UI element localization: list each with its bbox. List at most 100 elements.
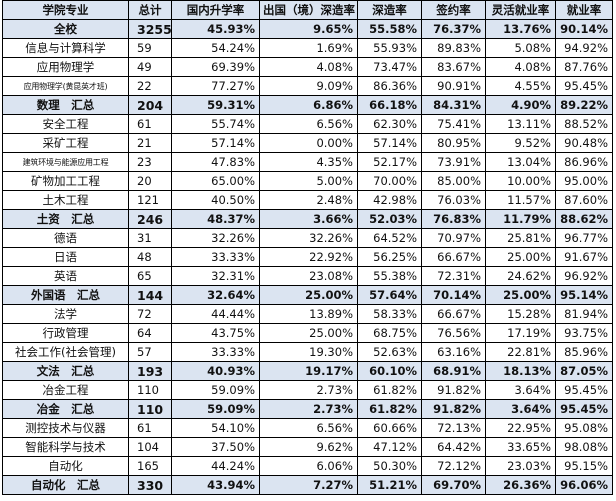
cell-major: 土资 汇总 (2, 209, 129, 229)
cell-major: 安全工程 (2, 114, 129, 134)
cell-total: 110 (128, 399, 172, 419)
cell-signed-rate: 72.31% (421, 266, 486, 286)
cell-further-study-rate: 57.64% (357, 285, 422, 305)
cell-flexible-rate: 11.79% (485, 209, 556, 229)
cell-domestic-rate: 43.75% (171, 323, 260, 343)
cell-abroad-rate: 2.73% (259, 399, 358, 419)
cell-total: 165 (128, 456, 172, 476)
cell-flexible-rate: 9.52% (485, 133, 556, 153)
cell-abroad-rate: 19.30% (259, 342, 358, 362)
table-header: 学院专业 总计 国内升学率 出国（境）深造率 深造率 签约率 灵活就业率 就业率 (2, 0, 613, 20)
cell-flexible-rate: 5.08% (485, 38, 556, 58)
cell-domestic-rate: 59.09% (171, 399, 260, 419)
cell-employment-rate: 95.45% (555, 76, 613, 96)
cell-major: 测控技术与仪器 (2, 418, 129, 438)
cell-further-study-rate: 62.30% (357, 114, 422, 134)
cell-abroad-rate: 9.62% (259, 437, 358, 457)
cell-abroad-rate: 32.26% (259, 228, 358, 248)
table-row: 安全工程 61 55.74% 6.56% 62.30% 75.41% 13.11% 88.52… (2, 114, 613, 134)
cell-flexible-rate: 4.55% (485, 76, 556, 96)
cell-employment-rate: 91.67% (555, 247, 613, 267)
cell-abroad-rate: 19.17% (259, 361, 358, 381)
header-total: 总计 (128, 0, 172, 20)
cell-flexible-rate: 33.65% (485, 437, 556, 457)
cell-abroad-rate: 3.66% (259, 209, 358, 229)
table-row: 智能科学与技术 104 37.50% 9.62% 47.12% 64.42% 33.65% 9… (2, 437, 613, 457)
cell-major: 土木工程 (2, 190, 129, 210)
cell-signed-rate: 73.91% (421, 152, 486, 172)
cell-further-study-rate: 52.63% (357, 342, 422, 362)
cell-total: 72 (128, 304, 172, 324)
cell-abroad-rate: 23.08% (259, 266, 358, 286)
header-domestic-rate: 国内升学率 (171, 0, 260, 20)
cell-total: 59 (128, 38, 172, 58)
header-row: 学院专业 总计 国内升学率 出国（境）深造率 深造率 签约率 灵活就业率 就业率 (2, 0, 613, 20)
cell-employment-rate: 96.92% (555, 266, 613, 286)
cell-total: 23 (128, 152, 172, 172)
cell-signed-rate: 70.14% (421, 285, 486, 305)
cell-employment-rate: 95.00% (555, 171, 613, 191)
cell-employment-rate: 95.14% (555, 285, 613, 305)
cell-signed-rate: 80.95% (421, 133, 486, 153)
cell-signed-rate: 76.56% (421, 323, 486, 343)
cell-domestic-rate: 57.14% (171, 133, 260, 153)
cell-further-study-rate: 73.47% (357, 57, 422, 77)
cell-domestic-rate: 37.50% (171, 437, 260, 457)
table-row: 自动化 165 44.24% 6.06% 50.30% 72.12% 23.03% 95.15… (2, 456, 613, 476)
cell-signed-rate: 83.67% (421, 57, 486, 77)
cell-employment-rate: 86.96% (555, 152, 613, 172)
cell-major: 应用物理学 (2, 57, 129, 77)
cell-flexible-rate: 3.64% (485, 380, 556, 400)
cell-total: 21 (128, 133, 172, 153)
cell-employment-rate: 87.60% (555, 190, 613, 210)
cell-flexible-rate: 3.64% (485, 399, 556, 419)
cell-total: 330 (128, 475, 172, 495)
header-flexible-rate: 灵活就业率 (485, 0, 556, 20)
cell-total: 22 (128, 76, 172, 96)
cell-major: 建筑环境与能源应用工程 (2, 152, 129, 172)
cell-abroad-rate: 13.89% (259, 304, 358, 324)
cell-employment-rate: 87.76% (555, 57, 613, 77)
cell-employment-rate: 95.08% (555, 418, 613, 438)
cell-total: 65 (128, 266, 172, 286)
summary-row: 数理 汇总 204 59.31% 6.86% 66.18% 84.31% 4.90% 89.2… (2, 95, 613, 115)
summary-row: 自动化 汇总 330 43.94% 7.27% 51.21% 69.70% 26.36% 96… (2, 475, 613, 495)
cell-abroad-rate: 1.69% (259, 38, 358, 58)
cell-abroad-rate: 6.56% (259, 114, 358, 134)
cell-flexible-rate: 25.00% (485, 247, 556, 267)
cell-total: 49 (128, 57, 172, 77)
cell-flexible-rate: 22.95% (485, 418, 556, 438)
table-row: 矿物加工工程 20 65.00% 5.00% 70.00% 85.00% 10.00% 95.… (2, 171, 613, 191)
cell-flexible-rate: 25.00% (485, 285, 556, 305)
header-major: 学院专业 (2, 0, 129, 20)
cell-domestic-rate: 54.24% (171, 38, 260, 58)
cell-total: 20 (128, 171, 172, 191)
cell-domestic-rate: 32.64% (171, 285, 260, 305)
summary-row: 全校 3255 45.93% 9.65% 55.58% 76.37% 13.76% 90.14… (2, 19, 613, 39)
cell-total: 48 (128, 247, 172, 267)
cell-flexible-rate: 15.28% (485, 304, 556, 324)
cell-further-study-rate: 47.12% (357, 437, 422, 457)
cell-employment-rate: 90.48% (555, 133, 613, 153)
table-row: 英语 65 32.31% 23.08% 55.38% 72.31% 24.62% 96.92% (2, 266, 613, 286)
cell-domestic-rate: 32.26% (171, 228, 260, 248)
cell-employment-rate: 81.94% (555, 304, 613, 324)
cell-domestic-rate: 77.27% (171, 76, 260, 96)
cell-domestic-rate: 40.50% (171, 190, 260, 210)
cell-major: 法学 (2, 304, 129, 324)
cell-abroad-rate: 0.00% (259, 133, 358, 153)
cell-flexible-rate: 22.81% (485, 342, 556, 362)
cell-abroad-rate: 4.08% (259, 57, 358, 77)
table-row: 冶金工程 110 59.09% 2.73% 61.82% 91.82% 3.64% 95.45… (2, 380, 613, 400)
cell-major: 英语 (2, 266, 129, 286)
cell-further-study-rate: 55.58% (357, 19, 422, 39)
table-row: 行政管理 64 43.75% 25.00% 68.75% 76.56% 17.19% 93.7… (2, 323, 613, 343)
cell-further-study-rate: 55.38% (357, 266, 422, 286)
cell-flexible-rate: 18.13% (485, 361, 556, 381)
cell-major: 外国语 汇总 (2, 285, 129, 305)
cell-total: 61 (128, 418, 172, 438)
cell-flexible-rate: 25.81% (485, 228, 556, 248)
cell-major: 信息与计算科学 (2, 38, 129, 58)
cell-major: 全校 (2, 19, 129, 39)
